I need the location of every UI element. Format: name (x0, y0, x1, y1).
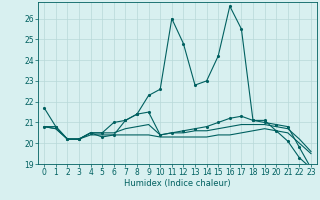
X-axis label: Humidex (Indice chaleur): Humidex (Indice chaleur) (124, 179, 231, 188)
